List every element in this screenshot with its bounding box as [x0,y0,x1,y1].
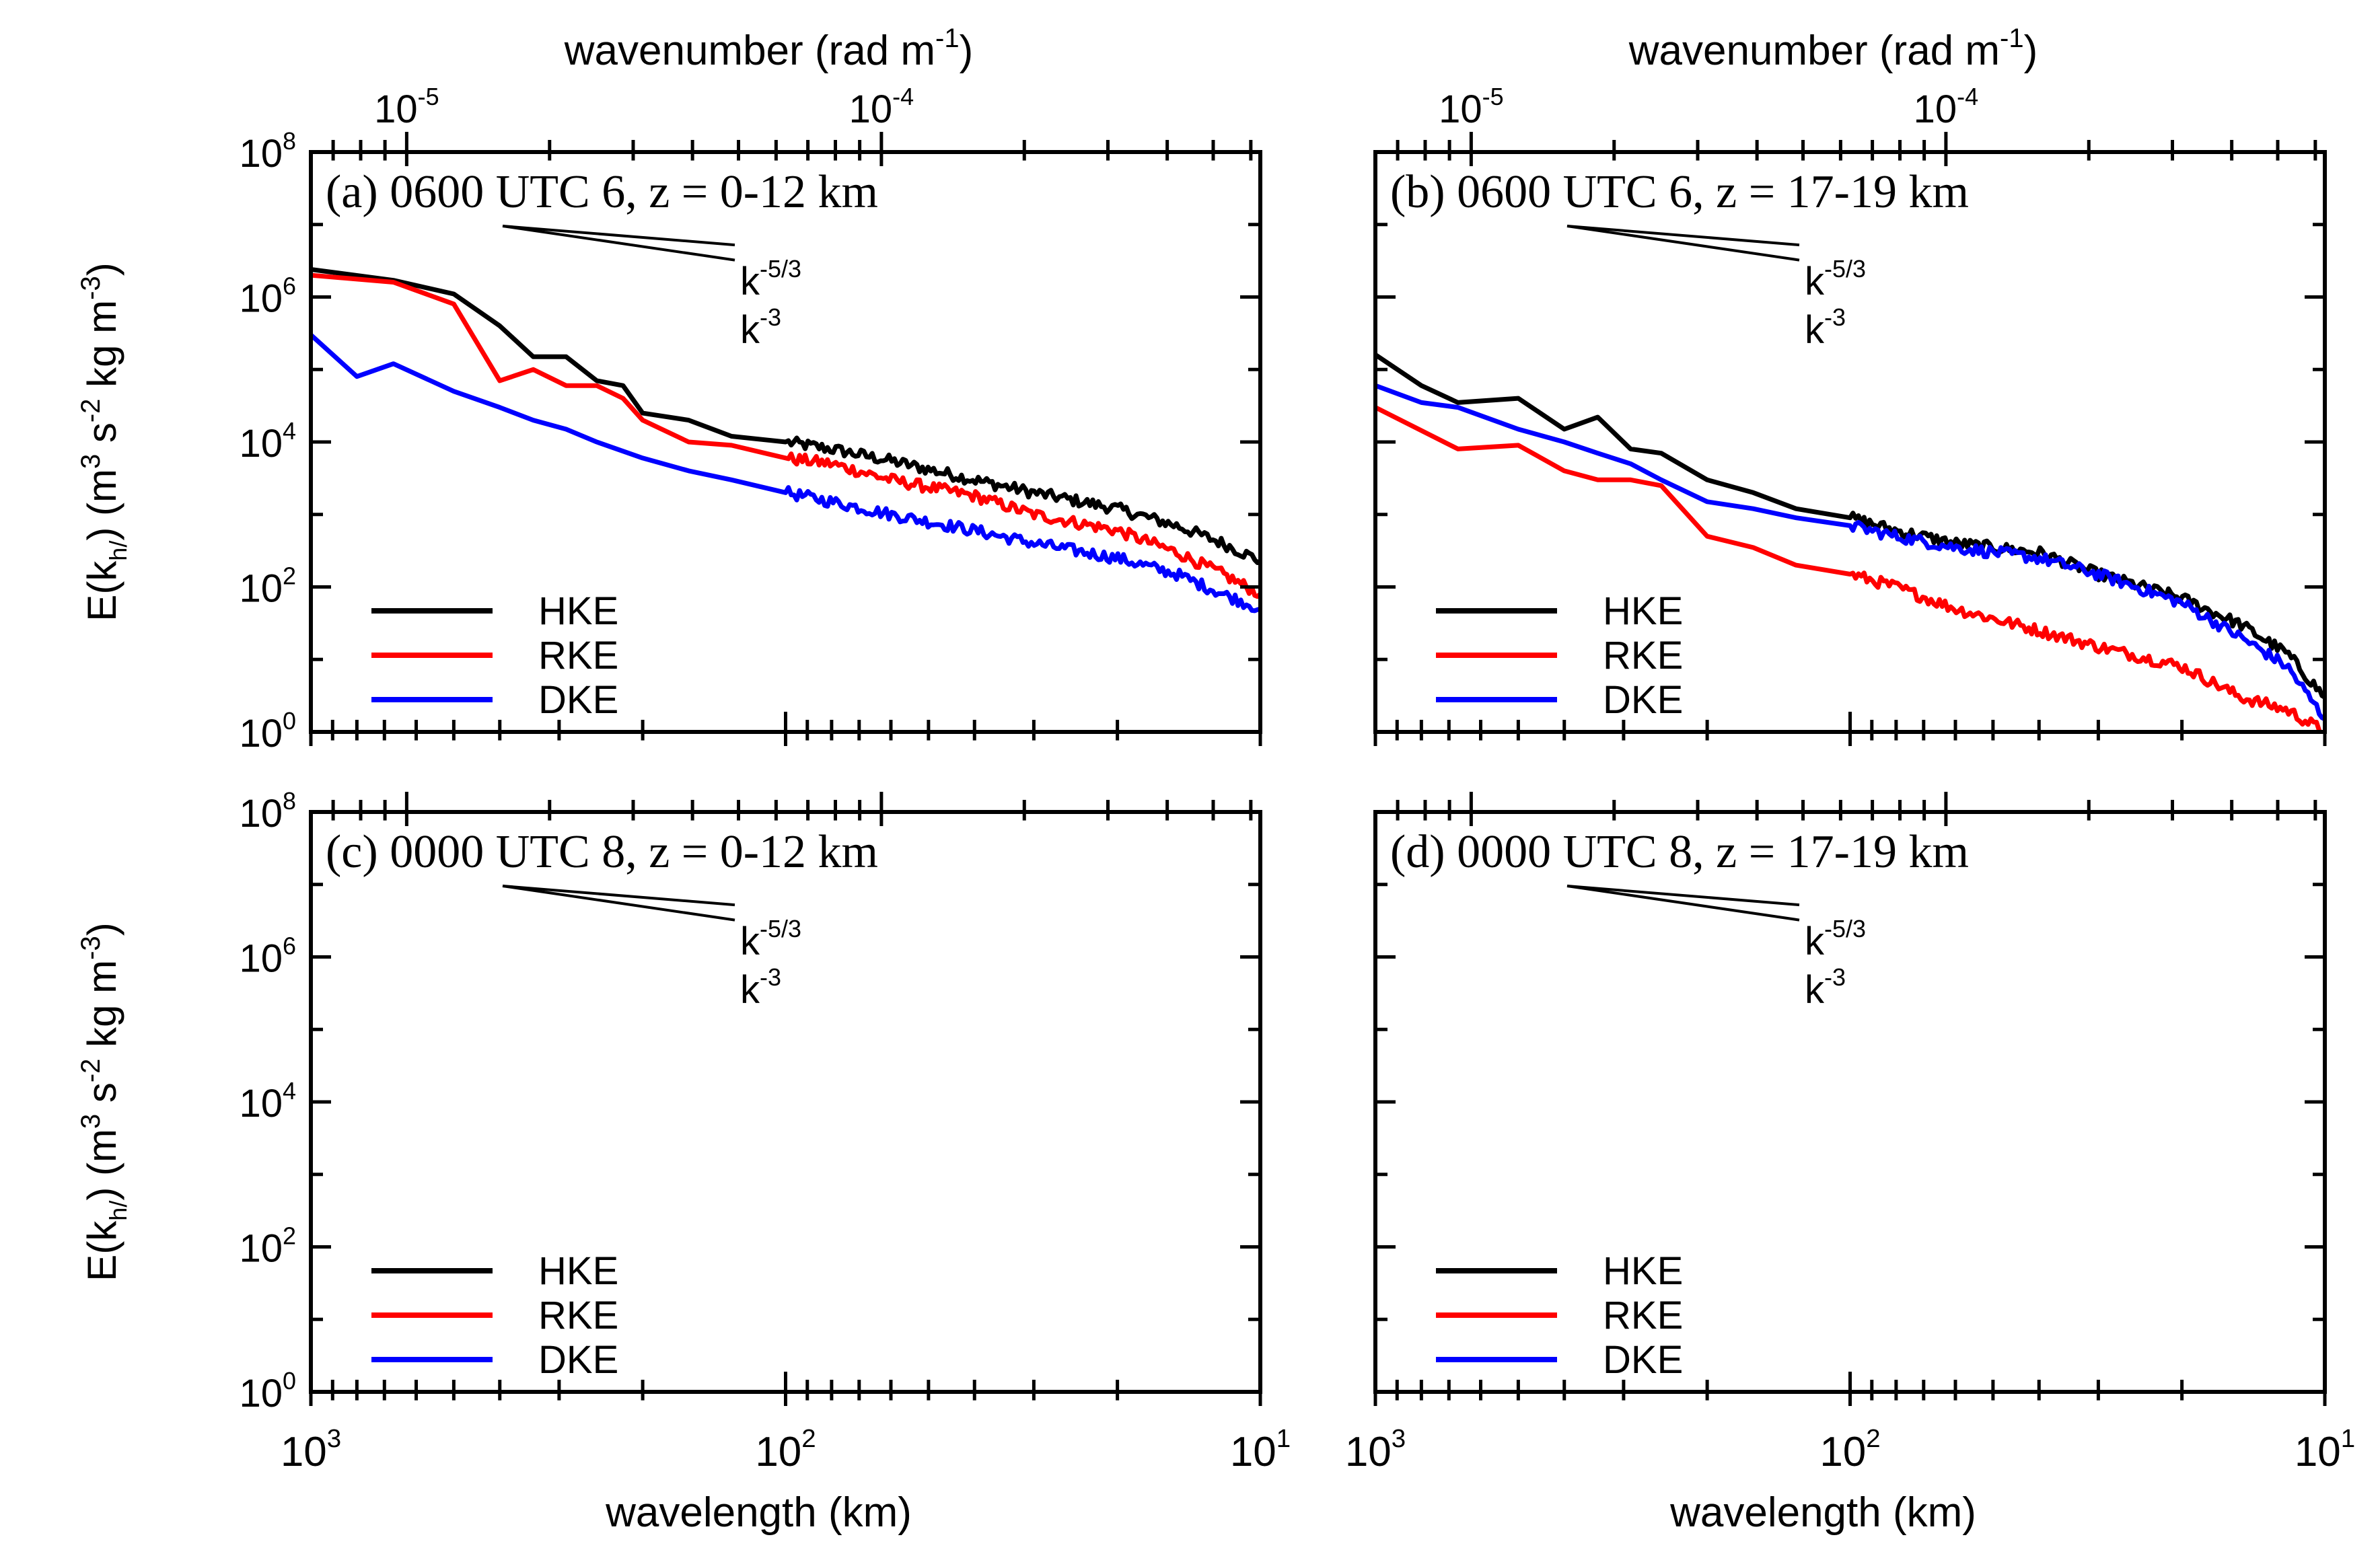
slope-label-k-3: k-3 [1805,963,1846,1012]
panel-c: (c) 0000 UTC 8, z = 0-12 km k-5/3k-3 HKERK… [76,787,1291,1536]
x-tick-label: 103 [1345,1424,1406,1475]
slope-label-k-5-3: k-5/3 [740,255,801,303]
ticks [309,792,1262,1406]
top-tick-label: 10-5 [374,83,439,131]
x-axis-label: wavelength (km) [605,1489,912,1536]
legend-label-hke: HKE [538,1249,618,1293]
ticks [1373,792,2327,1406]
series-line-rke [311,272,1260,599]
slope-line-k-5-3 [502,225,735,247]
slope-label-k-5-3: k-5/3 [1805,915,1866,963]
panel-a: (a) 0600 UTC 6, z = 0-12 km k-5/3k-3 HKERK… [76,24,1262,755]
top-tick-label: 10-5 [1439,83,1503,131]
panel-title: (d) 0000 UTC 8, z = 17-19 km [1390,826,1969,878]
legend-label-hke: HKE [1603,589,1683,633]
legend-label-hke: HKE [538,589,618,633]
slope-line-k-5-3 [1566,225,1800,247]
legend-label-dke: DKE [1603,678,1683,722]
y-tick-label: 104 [239,1077,296,1125]
y-tick-label: 108 [239,787,296,836]
panel-d: (d) 0000 UTC 8, z = 17-19 km k-5/3k-3 HKER… [1345,792,2355,1536]
top-tick-label: 10-4 [849,83,914,131]
slope-line-k-5-3 [502,885,735,907]
x-tick-label: 101 [1230,1424,1291,1475]
series-line-dke [311,333,1260,614]
series-line-rke [1375,405,2325,732]
series-group [1375,353,2325,732]
legend-label-rke: RKE [1603,634,1683,677]
slope-label-k-3: k-3 [740,963,781,1012]
panel-title: (a) 0600 UTC 6, z = 0-12 km [326,166,878,218]
plot-frame [1373,810,2327,1394]
slope-line-k-5-3 [1566,885,1800,907]
legend-label-dke: DKE [538,678,618,722]
series-line-hke [311,267,1260,565]
legend-label-rke: RKE [538,634,618,677]
ticks [1373,132,2327,746]
slope-label-k-5-3: k-5/3 [740,915,801,963]
y-axis-label: E(kh/) (m3 s-2 kg m-3) [76,922,132,1281]
x-axis-label: wavelength (km) [1669,1489,1976,1536]
y-tick-label: 106 [239,272,296,320]
y-tick-label: 100 [239,707,296,755]
y-tick-label: 108 [239,127,296,176]
series-line-hke [1375,353,2325,700]
series-line-dke [1375,383,2325,722]
slope-line-k-3 [502,885,735,922]
panel-title: (c) 0000 UTC 8, z = 0-12 km [326,826,878,878]
slope-line-k-3 [1566,885,1800,922]
top-axis-label: wavenumber (rad m-1) [564,24,974,74]
slope-line-k-3 [502,225,735,262]
top-axis-label: wavenumber (rad m-1) [1628,24,2038,74]
ticks [309,132,1262,746]
legend-label-hke: HKE [1603,1249,1683,1293]
top-tick-label: 10-4 [1914,83,1978,131]
x-tick-label: 103 [281,1424,341,1475]
plot-frame [309,810,1262,1394]
x-tick-label: 102 [755,1424,816,1475]
plot-frame [1373,150,2327,734]
panel-title: (b) 0600 UTC 6, z = 17-19 km [1390,166,1969,218]
series-group [311,267,1260,614]
y-tick-label: 102 [239,562,296,610]
slope-label-k-3: k-3 [740,303,781,352]
y-tick-label: 100 [239,1367,296,1415]
slope-label-k-3: k-3 [1805,303,1846,352]
x-tick-label: 102 [1819,1424,1880,1475]
y-axis-label: E(kh/) (m3 s-2 kg m-3) [76,262,132,621]
slope-line-k-3 [1566,225,1800,262]
x-tick-label: 101 [2295,1424,2355,1475]
y-tick-label: 106 [239,932,296,980]
legend-label-rke: RKE [1603,1294,1683,1337]
panel-b: (b) 0600 UTC 6, z = 17-19 km k-5/3k-3 HKER… [1373,24,2327,746]
legend-label-rke: RKE [538,1294,618,1337]
y-tick-label: 104 [239,417,296,466]
legend-label-dke: DKE [538,1338,618,1382]
legend-label-dke: DKE [1603,1338,1683,1382]
y-tick-label: 102 [239,1222,296,1270]
slope-label-k-5-3: k-5/3 [1805,255,1866,303]
